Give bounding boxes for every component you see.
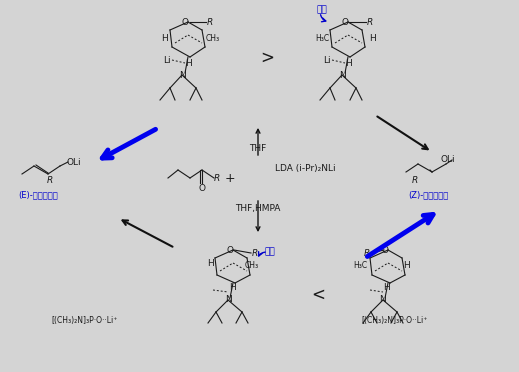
Text: R: R	[47, 176, 53, 185]
Text: CH₃: CH₃	[245, 260, 259, 269]
Text: H: H	[161, 33, 168, 42]
Text: Li: Li	[323, 55, 331, 64]
Text: 反発: 反発	[317, 6, 327, 15]
Text: N: N	[179, 71, 185, 80]
Text: H₃C: H₃C	[353, 260, 367, 269]
Text: OLi: OLi	[66, 157, 81, 167]
Text: THF,HMPA: THF,HMPA	[235, 203, 281, 212]
Text: H₃C: H₃C	[315, 33, 329, 42]
Text: <: <	[311, 286, 325, 304]
Text: R: R	[367, 17, 373, 26]
Text: O: O	[198, 183, 206, 192]
Text: H: H	[345, 58, 351, 67]
Text: O: O	[182, 17, 188, 26]
Text: R: R	[412, 176, 418, 185]
Text: Li: Li	[163, 55, 171, 64]
Text: THF: THF	[249, 144, 267, 153]
Text: O: O	[342, 17, 348, 26]
Text: H: H	[368, 33, 375, 42]
Text: (Z)-エノラート: (Z)-エノラート	[408, 190, 448, 199]
Text: [(CH₃)₂N]₃P·O··Li⁺: [(CH₃)₂N]₃P·O··Li⁺	[362, 315, 428, 324]
Text: (E)-エノラート: (E)-エノラート	[18, 190, 58, 199]
Text: LDA (i-Pr)₂NLi: LDA (i-Pr)₂NLi	[275, 164, 335, 173]
Text: 反発: 反発	[265, 247, 276, 257]
Text: R: R	[364, 248, 370, 257]
Text: N: N	[338, 71, 345, 80]
Text: H: H	[207, 259, 213, 267]
Text: O: O	[381, 246, 389, 254]
Text: R: R	[214, 173, 220, 183]
Text: [(CH₃)₂N]₃P·O··Li⁺: [(CH₃)₂N]₃P·O··Li⁺	[52, 315, 118, 324]
Text: H: H	[229, 283, 236, 292]
Text: H: H	[404, 260, 411, 269]
Text: O: O	[226, 246, 234, 254]
Text: N: N	[379, 295, 386, 305]
Text: H: H	[185, 58, 192, 67]
Text: R: R	[207, 17, 213, 26]
Text: +: +	[225, 171, 235, 185]
Text: OLi: OLi	[441, 154, 455, 164]
Text: CH₃: CH₃	[206, 33, 220, 42]
Text: N: N	[225, 295, 231, 305]
Text: R: R	[252, 248, 258, 257]
Text: >: >	[260, 49, 274, 67]
Text: H: H	[384, 283, 390, 292]
